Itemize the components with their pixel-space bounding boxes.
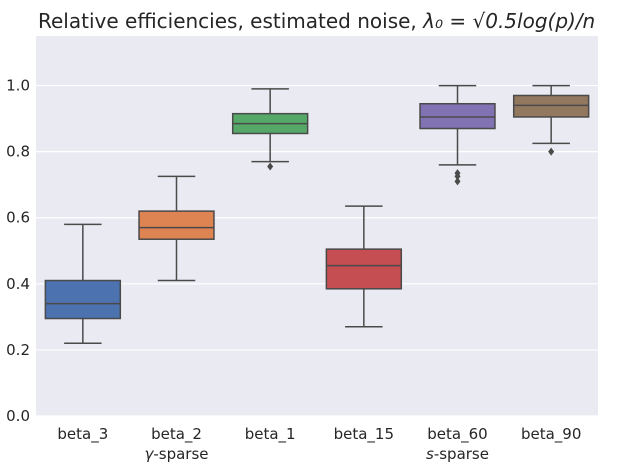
box-beta_60 <box>419 84 496 186</box>
x-tick-label-beta_15: beta_15 <box>334 425 394 444</box>
iqr-box <box>44 279 122 320</box>
chart-title: Relative efficiencies, estimated noise, … <box>38 9 595 33</box>
outlier-point-2 <box>454 177 461 186</box>
y-tick-label-2: 0.4 <box>6 275 30 293</box>
outlier-point-1 <box>454 172 461 181</box>
y-tick-label-1: 0.2 <box>6 341 30 359</box>
box-beta_1 <box>231 88 309 171</box>
box-beta_2 <box>138 175 215 282</box>
y-tick-label-3: 0.6 <box>6 209 30 227</box>
x-axis-ticks: beta_3 beta_2 beta_1 beta_15 beta_60 beta_90 <box>57 425 581 444</box>
y-tick-label-5: 1.0 <box>6 77 30 95</box>
group-label-1: s-sparse <box>426 445 489 463</box>
box-beta_90 <box>512 84 590 156</box>
x-tick-label-beta_60: beta_60 <box>427 425 487 444</box>
box-beta_15 <box>325 205 403 328</box>
y-tick-label-0: 0.0 <box>6 407 30 425</box>
x-tick-label-beta_2: beta_2 <box>151 425 202 444</box>
y-axis-ticks: 0.0 0.2 0.4 0.6 0.8 1.0 <box>6 77 30 425</box>
y-tick-label-4: 0.8 <box>6 143 30 161</box>
lambda-formula: λ₀ = √0.5log(p)/n <box>422 9 595 33</box>
x-tick-label-beta_1: beta_1 <box>245 425 296 444</box>
plot-area <box>36 36 598 416</box>
outlier-point-0 <box>548 147 555 156</box>
gridlines <box>36 84 598 417</box>
x-tick-label-beta_90: beta_90 <box>521 425 581 444</box>
iqr-box <box>325 248 403 290</box>
group-labels: γ-sparse s-sparse <box>144 445 489 463</box>
outlier-point-0 <box>267 162 274 171</box>
iqr-box <box>419 102 496 130</box>
box-beta_3 <box>44 223 122 345</box>
x-tick-label-beta_3: beta_3 <box>57 425 108 444</box>
group-label-0: γ-sparse <box>144 445 208 463</box>
iqr-box <box>138 210 215 240</box>
boxes <box>44 84 590 345</box>
iqr-box <box>512 94 590 118</box>
